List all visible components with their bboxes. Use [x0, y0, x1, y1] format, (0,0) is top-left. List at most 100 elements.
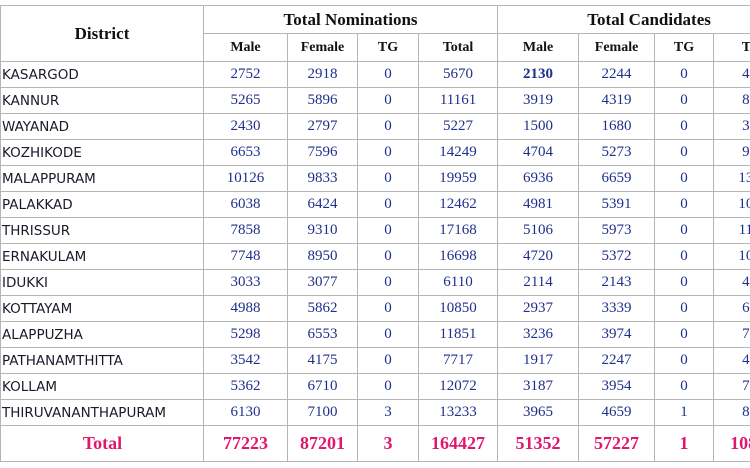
number-cell: 2797 — [287, 113, 358, 140]
number-cell: 0 — [654, 217, 715, 244]
number-cell: 10092 — [713, 243, 750, 270]
number-cell: 51352 — [497, 425, 580, 462]
district-cell: KOTTAYAM — [0, 295, 204, 322]
total-row: Total7722387201316442751352572271108580 — [0, 425, 750, 462]
number-cell: 19959 — [417, 165, 499, 192]
table-row: KOZHIKODE665375960142494704527309977 — [0, 139, 750, 166]
number-cell: 5391 — [578, 191, 656, 218]
number-cell: 4257 — [713, 269, 750, 296]
number-cell: 0 — [357, 217, 419, 244]
number-cell: 4981 — [497, 191, 580, 218]
column-header: Female — [578, 33, 656, 62]
number-cell: 0 — [654, 113, 715, 140]
number-cell: 7717 — [417, 347, 499, 374]
number-cell: 2247 — [578, 347, 656, 374]
number-cell: 12072 — [417, 373, 499, 400]
number-cell: 0 — [654, 139, 715, 166]
table-row: KOLLAM536267100120723187395407141 — [0, 373, 750, 400]
number-cell: 2130 — [497, 61, 580, 88]
number-cell: 0 — [654, 269, 715, 296]
number-cell: 4319 — [578, 87, 656, 114]
table-row: PALAKKAD6038642401246249815391010372 — [0, 191, 750, 218]
number-cell: 0 — [357, 373, 419, 400]
number-cell: 5896 — [287, 87, 358, 114]
district-cell: KASARGOD — [0, 61, 204, 88]
number-cell: 1 — [654, 425, 715, 462]
table-row: THIRUVANANTHAPURAM 6130 7100 3 13233 3965 4659… — [0, 399, 750, 426]
district-cell: KOZHIKODE — [0, 139, 204, 166]
number-cell: 5106 — [497, 217, 580, 244]
number-cell: 6653 — [203, 139, 288, 166]
table: District Total Nominations Total Candida… — [0, 5, 750, 462]
number-cell: 3033 — [203, 269, 288, 296]
district-cell: THIRUVANANTHAPURAM — [0, 399, 204, 426]
number-cell: 0 — [357, 243, 419, 270]
column-header: TG — [357, 33, 419, 62]
number-cell: 0 — [357, 269, 419, 296]
column-header: Female — [287, 33, 358, 62]
district-cell: ERNAKULAM — [0, 243, 204, 270]
number-cell: 3236 — [497, 321, 580, 348]
number-cell: 7210 — [713, 321, 750, 348]
number-cell: 6038 — [203, 191, 288, 218]
number-cell: 13233 — [417, 399, 499, 426]
number-cell: 2114 — [497, 269, 580, 296]
header-group: Total Nominations — [202, 5, 499, 34]
number-cell: 6276 — [713, 295, 750, 322]
column-header: Male — [203, 33, 288, 62]
number-cell: 0 — [357, 87, 419, 114]
district-cell: KOLLAM — [0, 373, 204, 400]
number-cell: 10126 — [203, 165, 288, 192]
number-cell: 4164 — [713, 347, 750, 374]
district-cell: IDUKKI — [0, 269, 204, 296]
number-cell: 8950 — [287, 243, 358, 270]
number-cell: 10850 — [417, 295, 499, 322]
column-header: Male — [497, 33, 580, 62]
number-cell: 8625 — [713, 399, 750, 426]
number-cell: 0 — [654, 243, 715, 270]
number-cell: 0 — [654, 373, 715, 400]
number-cell: 4720 — [497, 243, 580, 270]
number-cell: 87201 — [287, 425, 358, 462]
number-cell: 77223 — [203, 425, 288, 462]
number-cell: 0 — [654, 191, 715, 218]
number-cell: 3954 — [578, 373, 656, 400]
number-cell: 7748 — [203, 243, 288, 270]
number-cell: 0 — [357, 165, 419, 192]
number-cell: 0 — [357, 347, 419, 374]
number-cell: 7100 — [287, 399, 358, 426]
table-row: WAYANAD24302797052271500168003180 — [0, 113, 750, 140]
table-row: KANNUR526558960111613919431908238 — [0, 87, 750, 114]
number-cell: 11079 — [713, 217, 750, 244]
number-cell: 3919 — [497, 87, 580, 114]
number-cell: 2143 — [578, 269, 656, 296]
number-cell: 3542 — [203, 347, 288, 374]
number-cell: 11851 — [417, 321, 499, 348]
number-cell: 0 — [654, 87, 715, 114]
number-cell: 4704 — [497, 139, 580, 166]
header-group: Total Candidates — [497, 5, 750, 34]
district-cell: MALAPPURAM — [0, 165, 204, 192]
number-cell: 3077 — [287, 269, 358, 296]
number-cell: 57227 — [578, 425, 656, 462]
number-cell: 0 — [654, 295, 715, 322]
table-row: ERNAKULAM7748895001669847205372010092 — [0, 243, 750, 270]
number-cell: 2244 — [578, 61, 656, 88]
number-cell: 10372 — [713, 191, 750, 218]
number-cell: 4175 — [287, 347, 358, 374]
number-cell: 2918 — [287, 61, 358, 88]
number-cell: 5265 — [203, 87, 288, 114]
number-cell: 0 — [654, 321, 715, 348]
number-cell: 3339 — [578, 295, 656, 322]
number-cell: 4374 — [713, 61, 750, 88]
number-cell: 12462 — [417, 191, 499, 218]
district-cell: Total — [0, 425, 204, 462]
column-header: TG — [654, 33, 715, 62]
number-cell: 0 — [357, 113, 419, 140]
number-cell: 5862 — [287, 295, 358, 322]
number-cell: 108580 — [713, 425, 750, 462]
table-row: KOTTAYAM498858620108502937333906276 — [0, 295, 750, 322]
number-cell: 7858 — [203, 217, 288, 244]
number-cell: 5362 — [203, 373, 288, 400]
